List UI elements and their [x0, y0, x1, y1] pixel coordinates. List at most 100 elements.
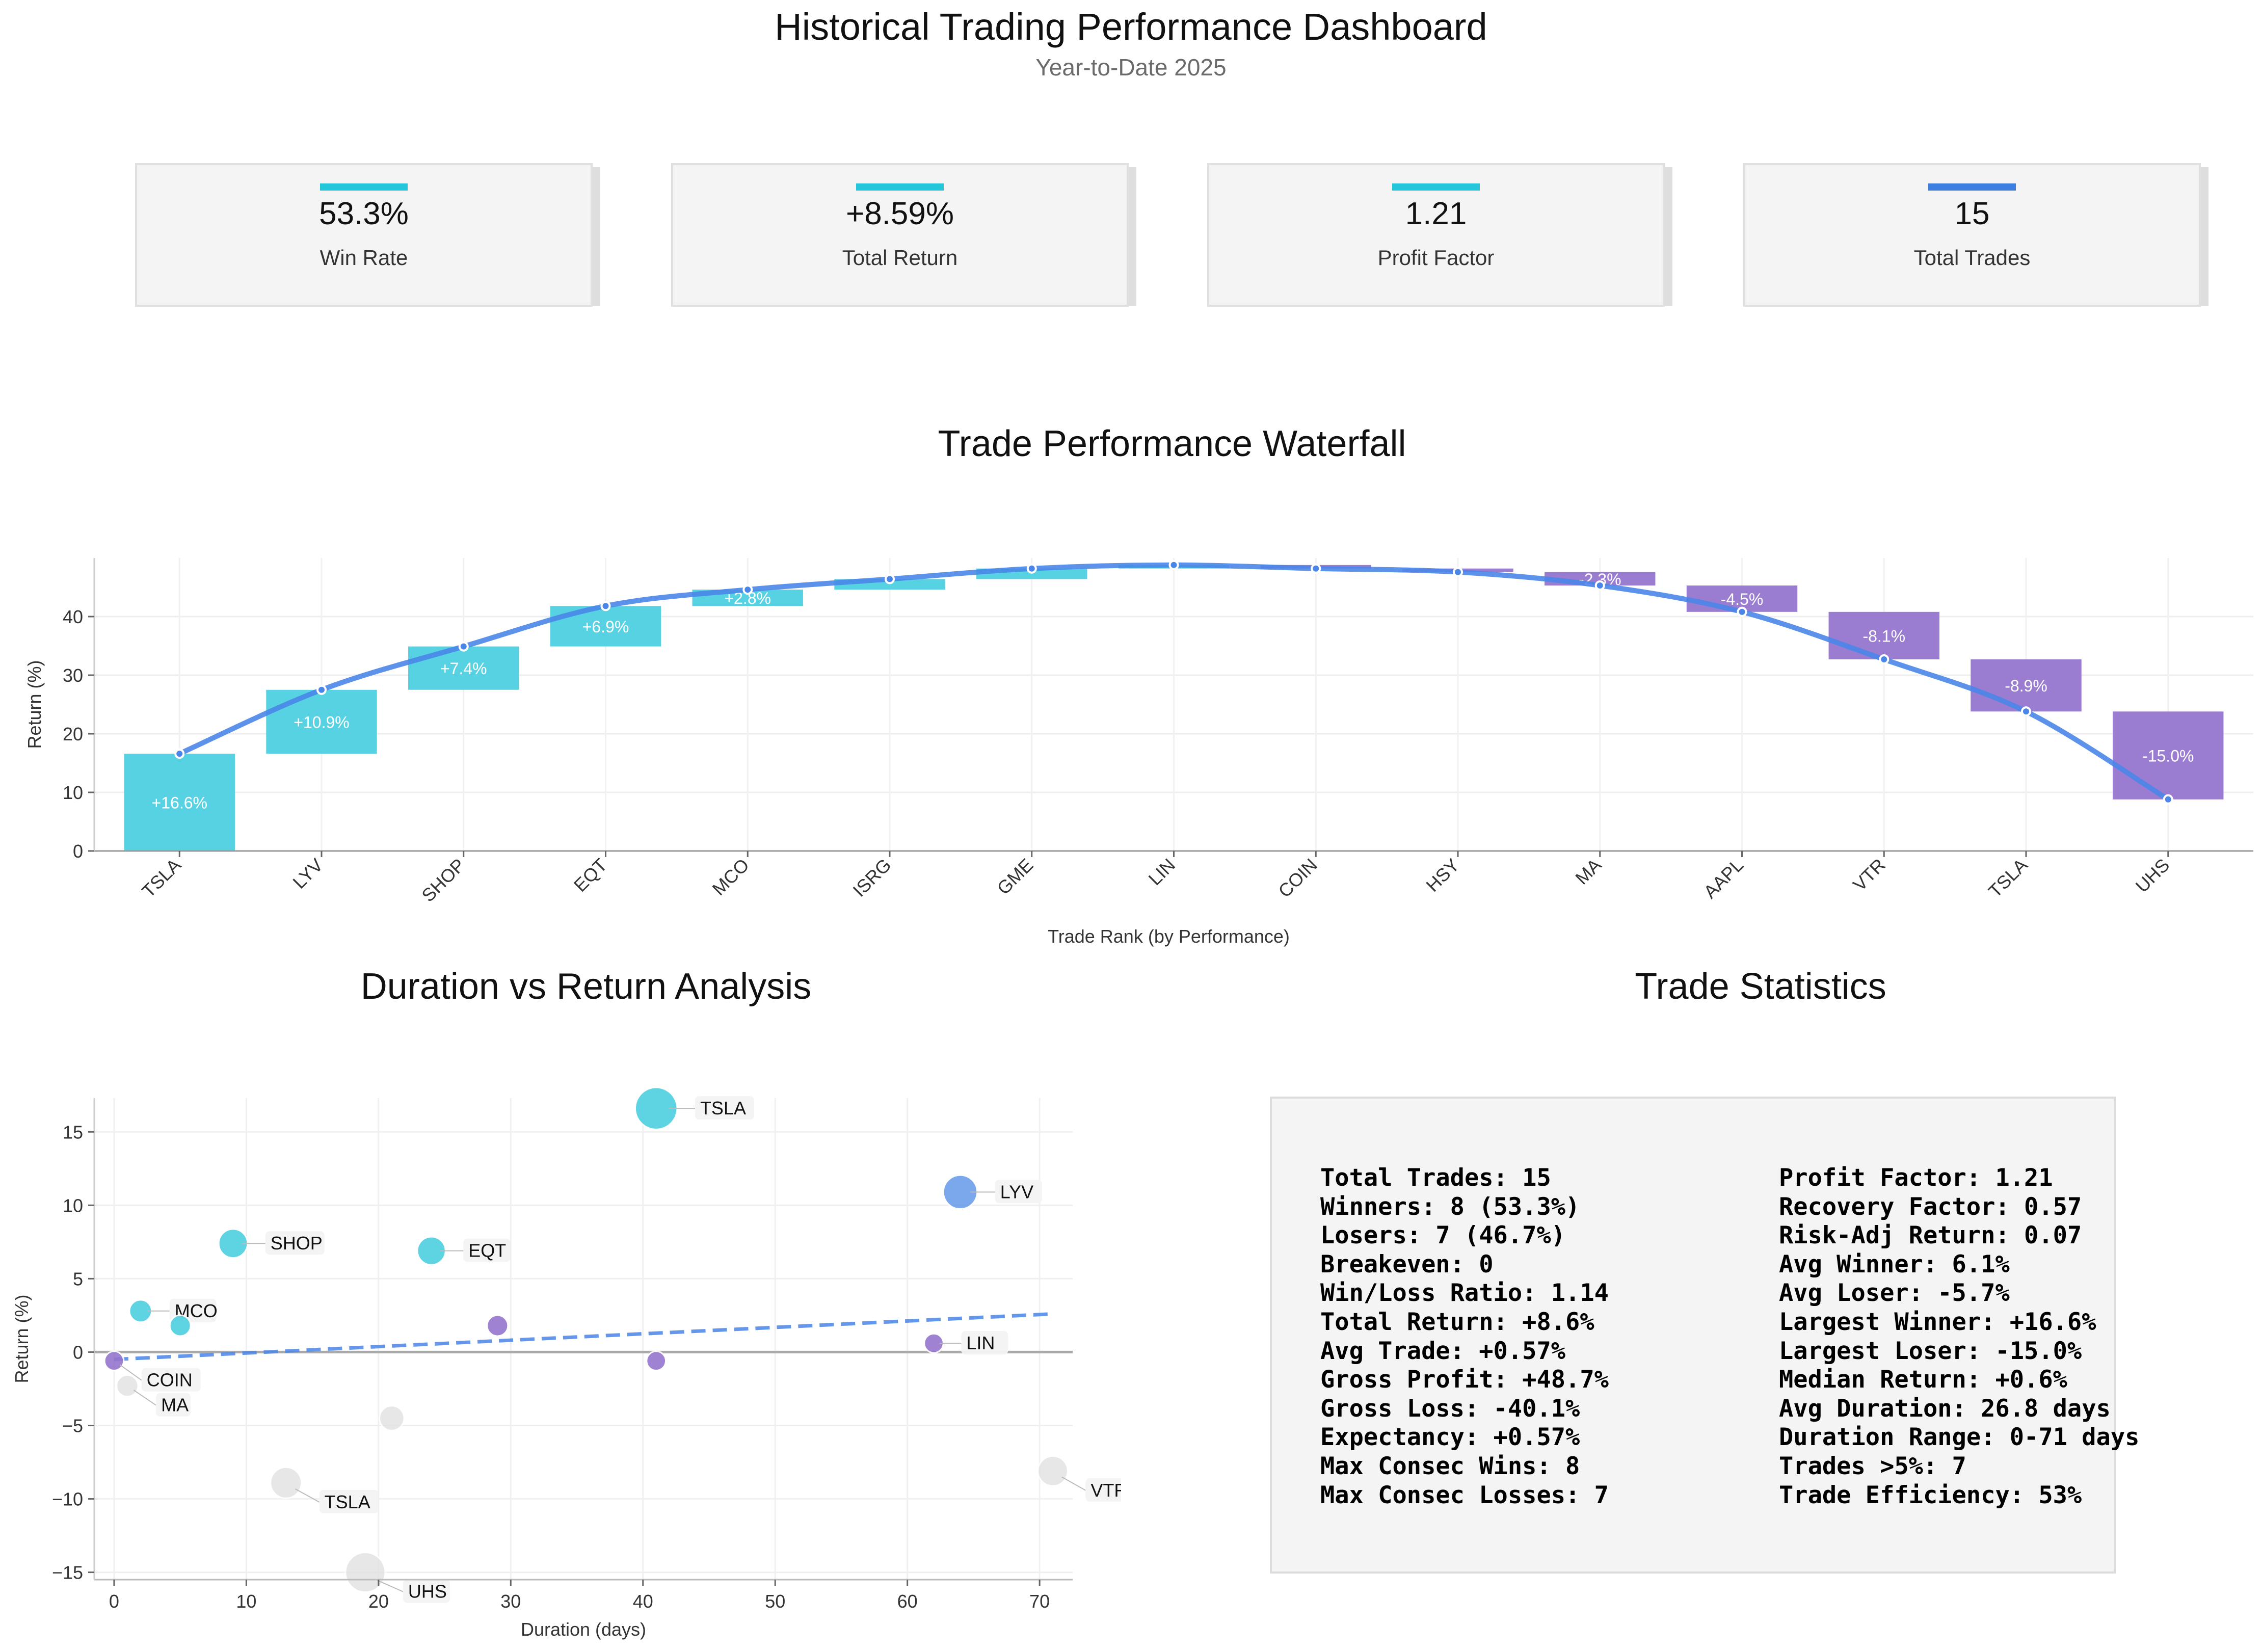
kpi-label: Total Trades [1913, 246, 2031, 270]
bar-label: -8.9% [2005, 677, 2047, 695]
point-label-box [463, 1238, 511, 1262]
stat-line: Recovery Factor: 0.57 [1779, 1192, 2082, 1221]
x-tick-label: HSY [1422, 855, 1463, 896]
cumulative-point [1737, 606, 1747, 617]
waterfall-bar [1828, 611, 1939, 659]
point-label-box [141, 1368, 201, 1392]
cumulative-point [2021, 706, 2031, 717]
kpi-label: Total Return [842, 246, 958, 270]
x-tick-label: SHOP [417, 855, 469, 906]
x-tick-label: EQT [570, 855, 611, 896]
stat-line: Max Consec Losses: 7 [1320, 1481, 1609, 1509]
stat-line: Avg Loser: -5.7% [1779, 1279, 2010, 1308]
y-tick-label: −15 [52, 1562, 83, 1583]
bar-label: +16.6% [152, 794, 207, 812]
dashboard-title: Historical Trading Performance Dashboard [775, 6, 1487, 48]
stat-line: Gross Profit: +48.7% [1320, 1366, 1609, 1394]
cumulative-point [1594, 580, 1605, 591]
bar-label: +10.9% [294, 713, 349, 731]
point-label: SHOP [271, 1233, 323, 1254]
stat-line: Expectancy: +0.57% [1320, 1423, 1580, 1452]
cumulative-point [458, 641, 469, 652]
x-tick-label: GME [993, 855, 1037, 899]
stat-line: Profit Factor: 1.21 [1779, 1164, 2053, 1192]
point-label: LYV [1000, 1181, 1033, 1202]
x-tick-label: TSLA [138, 855, 185, 902]
stat-line: Largest Loser: -15.0% [1779, 1337, 2082, 1365]
cumulative-point [1879, 654, 1890, 664]
point-label: COIN [147, 1370, 193, 1391]
point-label-box [1085, 1478, 1121, 1502]
kpi-value: 53.3% [319, 196, 409, 231]
point-leader [119, 1364, 142, 1381]
stat-line: Trade Efficiency: 53% [1779, 1481, 2082, 1509]
scatter-point [344, 1552, 386, 1593]
x-tick-label: TSLA [1984, 855, 2032, 902]
cumulative-point [1026, 563, 1037, 574]
point-label: TSLA [700, 1098, 746, 1118]
y-axis-label: Return (%) [24, 660, 45, 749]
scatter-point [486, 1314, 509, 1337]
x-tick-label: 30 [500, 1591, 521, 1612]
y-tick-label: 40 [63, 606, 83, 627]
x-tick-label: UHS [2132, 855, 2174, 897]
x-tick-label: ISRG [848, 855, 895, 901]
bar-label: +6.9% [582, 618, 629, 636]
stat-line: Duration Range: 0-71 days [1779, 1423, 2140, 1452]
point-label-box [403, 1579, 450, 1603]
x-tick-label: LIN [1145, 855, 1180, 890]
point-label-box [319, 1489, 379, 1513]
kpi-accent-bar [320, 183, 408, 191]
bar-label: -4.5% [1721, 590, 1764, 608]
cumulative-point [600, 601, 611, 611]
kpi-card-total-return: +8.59% Total Return [671, 163, 1129, 307]
waterfall-chart: +16.6%+10.9%+7.4%+6.9%+2.8%-2.3%-4.5%-8.… [24, 558, 2253, 947]
stat-line: Winners: 8 (53.3%) [1320, 1192, 1580, 1221]
point-label: TSLA [325, 1491, 370, 1512]
stat-line: Median Return: +0.6% [1779, 1366, 2067, 1394]
cumulative-point [885, 574, 895, 584]
x-tick-label: MCO [708, 855, 753, 899]
waterfall-bar [408, 646, 519, 690]
point-leader [295, 1488, 320, 1503]
waterfall-title: Trade Performance Waterfall [938, 423, 1406, 464]
cumulative-point [2163, 794, 2173, 805]
stat-line: Total Trades: 15 [1320, 1164, 1551, 1192]
cumulative-point [1453, 567, 1463, 577]
cumulative-point [174, 749, 185, 759]
x-tick-label: 10 [236, 1591, 256, 1612]
point-label: LIN [966, 1333, 995, 1353]
x-tick-label: MA [1571, 855, 1605, 889]
stats-panel: Total Trades: 15 Winners: 8 (53.3%) Losers… [1270, 1097, 2139, 1574]
y-tick-label: 30 [63, 665, 83, 686]
kpi-accent-bar [1392, 183, 1480, 191]
x-tick-label: VTR [1849, 855, 1890, 895]
point-label-box [156, 1393, 191, 1417]
kpi-value: 15 [1954, 196, 1990, 231]
scatter-title: Duration vs Return Analysis [360, 966, 812, 1007]
point-label: EQT [468, 1240, 506, 1261]
x-tick-label: 20 [368, 1591, 389, 1612]
waterfall-bar [1971, 659, 2082, 712]
point-leader [1061, 1476, 1086, 1491]
bar-label: -8.1% [1862, 627, 1905, 645]
scatter-point [103, 1350, 125, 1372]
scatter-point [646, 1350, 667, 1372]
point-label-box [695, 1096, 754, 1120]
y-tick-label: −10 [52, 1489, 83, 1510]
point-label-box [961, 1331, 1008, 1355]
x-tick-label: 50 [765, 1591, 785, 1612]
x-tick-label: 0 [109, 1591, 119, 1612]
cumulative-point [742, 584, 753, 595]
point-label: VTR [1090, 1480, 1121, 1501]
cumulative-point [316, 684, 327, 695]
waterfall-bar [124, 754, 235, 851]
y-tick-label: 10 [63, 1195, 83, 1216]
x-tick-label: 70 [1029, 1591, 1050, 1612]
scatter-point [270, 1466, 303, 1499]
scatter-point [378, 1405, 405, 1431]
kpi-value: 1.21 [1405, 196, 1467, 231]
x-axis-label: Duration (days) [521, 1619, 646, 1640]
kpi-accent-bar [856, 183, 944, 191]
